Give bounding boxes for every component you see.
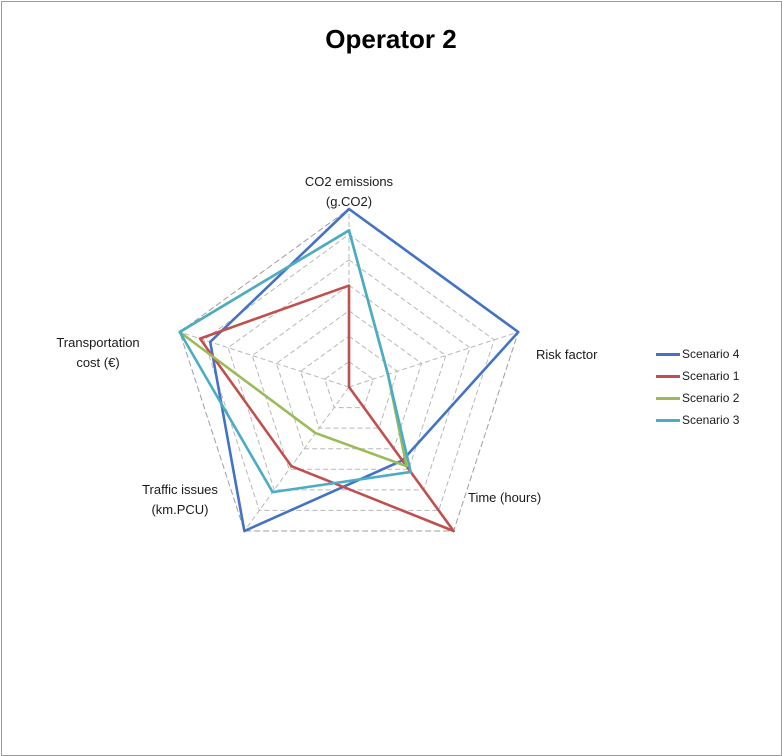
grid-ring (203, 233, 495, 511)
axis-label: CO2 emissions (g.CO2) (305, 174, 394, 209)
legend-label: Scenario 4 (682, 347, 740, 361)
legend-item: Scenario 3 (656, 409, 739, 431)
axis-labels: CO2 emissions (g.CO2) Risk factor Time (hou… (56, 174, 598, 517)
legend: Scenario 4 Scenario 1 Scenario 2 Scenario 3 (656, 343, 739, 431)
axis-label: Risk factor (536, 347, 598, 362)
legend-swatch (656, 396, 680, 400)
legend-item: Scenario 2 (656, 387, 739, 409)
legend-item: Scenario 4 (656, 343, 739, 365)
legend-swatch (656, 374, 680, 378)
series-line-scenario-1 (198, 284, 455, 533)
axis-spoke (179, 331, 350, 388)
axis-spoke (348, 331, 519, 388)
legend-label: Scenario 1 (682, 369, 740, 383)
axis-label: Time (hours) (468, 490, 541, 505)
grid-ring (324, 360, 374, 409)
radar-series (178, 207, 520, 533)
axis-spoke (243, 386, 350, 532)
grid-ring (251, 284, 447, 470)
series-line-scenario-3 (178, 229, 413, 494)
legend-label: Scenario 3 (682, 413, 740, 427)
legend-item: Scenario 1 (656, 365, 739, 387)
grid-ring (300, 335, 398, 429)
series-line-scenario-4 (208, 207, 520, 533)
grid-ring (275, 310, 423, 450)
grid-ring (227, 259, 471, 491)
axis-label: Traffic issues (km.PCU) (142, 482, 218, 517)
chart-title: Operator 2 (325, 24, 457, 54)
legend-label: Scenario 2 (682, 391, 740, 405)
legend-swatch (656, 418, 680, 422)
series-line-scenario-2 (178, 229, 408, 468)
legend-swatch (656, 352, 680, 356)
axis-label: Transportation cost (€) (56, 335, 139, 370)
